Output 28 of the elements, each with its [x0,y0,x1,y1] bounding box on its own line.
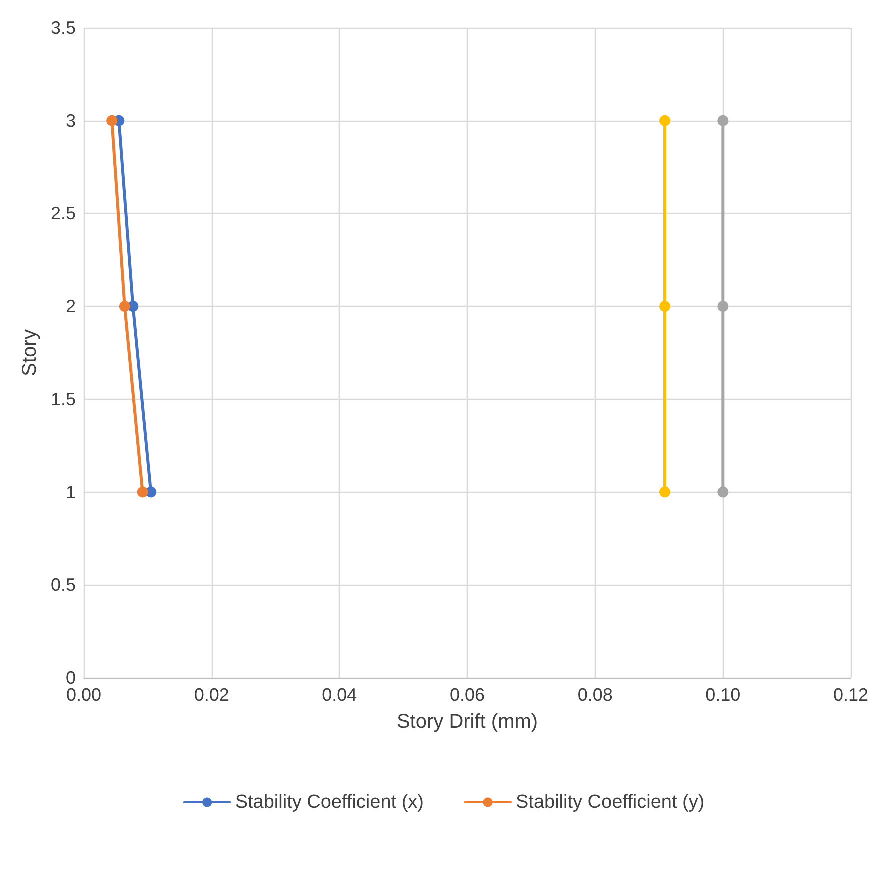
y-tick-label: 0.5 [50,575,76,596]
point [718,115,729,126]
point [660,486,671,498]
y-tick-label: 2.5 [50,204,76,224]
point [119,301,130,312]
y-axis-title: Story [19,330,42,376]
y-tick-label: 1 [66,482,76,502]
y-tick-label: 3 [66,110,76,131]
point [660,301,671,312]
point [137,486,148,498]
x-tick-label: 0.10 [706,685,741,705]
y-tick-label: 3.5 [50,18,76,38]
y-tick-label: 0 [66,668,76,688]
point [718,301,729,312]
x-tick-label: 0.06 [450,685,486,705]
legend-label: Stability Coefficient (y) [516,792,705,813]
y-tick-label: 1.5 [50,389,76,410]
point [106,115,118,126]
y-tick-label: 2 [66,296,76,317]
x-axis-title: Story Drift (mm) [396,711,538,733]
x-tick-label: 0.04 [322,685,358,705]
x-tick-label: 0.08 [578,685,613,705]
x-tick-label: 0.02 [194,685,230,705]
point [660,115,671,126]
x-tick-label: 0.12 [833,685,869,705]
point [718,486,729,498]
x-tick-label: 0.00 [66,685,102,705]
legend-label: Stability Coefficient (x) [235,792,424,813]
